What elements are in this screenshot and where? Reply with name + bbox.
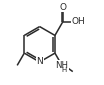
Text: N: N xyxy=(36,57,43,66)
Text: OH: OH xyxy=(71,18,85,27)
Text: O: O xyxy=(59,3,66,12)
Text: NH: NH xyxy=(56,61,69,70)
Text: H: H xyxy=(61,67,66,73)
